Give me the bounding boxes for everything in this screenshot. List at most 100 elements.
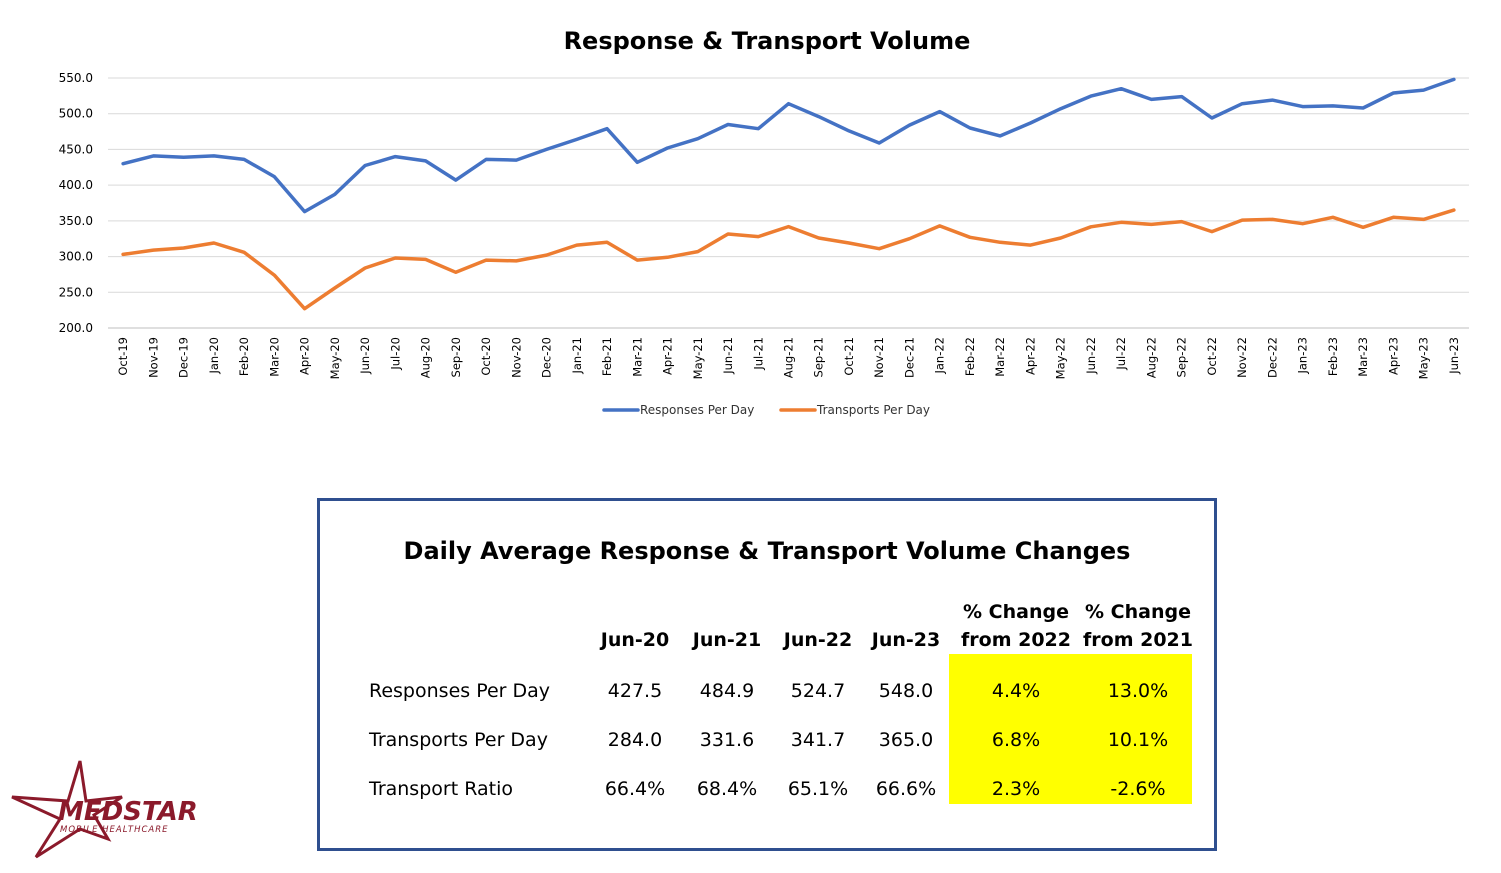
table-cell: 284.0: [607, 729, 663, 751]
change-cell: 13.0%: [1107, 680, 1169, 702]
summary-title: Daily Average Response & Transport Volum…: [403, 537, 1131, 565]
change-cell: 6.8%: [991, 729, 1041, 751]
y-tick-label: 300.0: [59, 250, 93, 264]
x-tick-label: May-23: [1417, 337, 1431, 379]
x-tick-label: Mar-22: [993, 337, 1007, 377]
logo-wordmark: MEDSTAR: [58, 797, 198, 827]
x-tick-label: Jul-21: [751, 337, 765, 371]
x-tick-label: May-21: [691, 337, 705, 379]
y-tick-label: 250.0: [59, 285, 93, 299]
change-cell: 2.3%: [991, 778, 1041, 800]
x-tick-label: Oct-22: [1205, 337, 1219, 376]
table-cell: 68.4%: [696, 778, 758, 800]
x-tick-label: Mar-20: [267, 337, 281, 377]
line-chart: Response & Transport Volume 200.0 250.0 30…: [59, 27, 1469, 417]
y-tick-label: 450.0: [59, 142, 93, 156]
chart-title: Response & Transport Volume: [564, 27, 971, 55]
table-cell: 427.5: [607, 680, 663, 702]
x-tick-label: Jun-21: [721, 337, 735, 375]
x-tick-label: Jul-20: [388, 337, 402, 371]
x-tick-label: Oct-20: [479, 337, 493, 376]
x-tick-label: Apr-20: [298, 337, 312, 375]
x-tick-label: Nov-22: [1235, 337, 1249, 378]
x-tick-label: Oct-21: [842, 337, 856, 376]
table-cell: 66.4%: [604, 778, 666, 800]
medstar-logo: MEDSTAR MOBILE HEALTHCARE: [11, 760, 198, 859]
x-tick-label: Jun-22: [1084, 337, 1098, 375]
x-tick-label: Sep-21: [812, 337, 826, 377]
row-label-responses: Responses Per Day: [369, 680, 551, 702]
x-tick-label: Nov-21: [872, 337, 886, 378]
x-tick-label: Aug-20: [419, 337, 433, 378]
x-tick-label: Jan-22: [933, 337, 947, 375]
x-tick-label: Dec-20: [540, 337, 554, 378]
col-header-jun-23: Jun-23: [871, 629, 941, 651]
x-tick-label: Feb-22: [963, 337, 977, 376]
change-cell: 10.1%: [1107, 729, 1169, 751]
x-tick-label: Dec-21: [902, 337, 916, 378]
y-tick-label: 500.0: [59, 107, 93, 121]
x-tick-label: Feb-23: [1326, 337, 1340, 376]
legend-label: Transports Per Day: [816, 403, 930, 417]
change-cell: 4.4%: [991, 680, 1041, 702]
col-header-jun-20: Jun-20: [600, 629, 670, 651]
legend: Responses Per Day Transports Per Day: [602, 403, 930, 417]
x-tick-label: Jan-20: [207, 337, 221, 375]
table-cell: 524.7: [790, 680, 846, 702]
table-cell: 65.1%: [787, 778, 849, 800]
x-tick-label: Jan-23: [1296, 337, 1310, 375]
y-tick-label: 400.0: [59, 178, 93, 192]
legend-label: Responses Per Day: [640, 403, 754, 417]
x-tick-label: Jun-23: [1447, 337, 1461, 375]
table-cell: 66.6%: [875, 778, 937, 800]
col-header-jun-22: Jun-22: [783, 629, 853, 651]
x-tick-label: Feb-21: [600, 337, 614, 376]
table-cell: 331.6: [699, 729, 755, 751]
x-tick-label: Nov-20: [509, 337, 523, 378]
x-tick-label: Apr-22: [1023, 337, 1037, 375]
summary-table-panel: Daily Average Response & Transport Volum…: [317, 498, 1217, 851]
change-header-2022-line1: % Change: [963, 601, 1069, 623]
change-header-2022-line2: from 2022: [961, 629, 1071, 651]
x-tick-label: Nov-19: [146, 337, 160, 378]
y-tick-label: 550.0: [59, 71, 93, 85]
logo-subtext: MOBILE HEALTHCARE: [60, 825, 169, 835]
table-cell: 484.9: [699, 680, 755, 702]
y-tick-label: 200.0: [59, 321, 93, 335]
x-tick-label: Mar-21: [630, 337, 644, 377]
series-lines: [121, 77, 1456, 311]
x-tick-label: Apr-21: [661, 337, 675, 375]
row-label-transport-ratio: Transport Ratio: [369, 778, 513, 800]
table-cell: 365.0: [878, 729, 934, 751]
y-axis-ticks: 200.0 250.0 300.0 350.0 400.0 450.0 500.0 550.0: [59, 71, 93, 335]
change-cell: -2.6%: [1110, 778, 1166, 800]
y-tick-label: 350.0: [59, 214, 93, 228]
x-tick-label: Aug-22: [1144, 337, 1158, 378]
x-tick-label: Dec-22: [1265, 337, 1279, 378]
logo-star-icon: [11, 760, 123, 859]
x-tick-label: Dec-19: [177, 337, 191, 378]
x-tick-label: Jan-21: [570, 337, 584, 375]
x-tick-label: Sep-20: [449, 337, 463, 377]
gridlines: [108, 77, 1469, 329]
table-cell: 341.7: [790, 729, 846, 751]
x-tick-label: May-22: [1054, 337, 1068, 379]
x-tick-label: Aug-21: [782, 337, 796, 378]
x-tick-label: Sep-22: [1175, 337, 1189, 377]
series-line-transports: [121, 208, 1456, 311]
series-line-responses: [121, 77, 1456, 214]
x-tick-label: Apr-23: [1386, 337, 1400, 375]
x-tick-label: Feb-20: [237, 337, 251, 376]
x-tick-label: Oct-19: [116, 337, 130, 376]
x-tick-label: Jun-20: [358, 337, 372, 375]
x-tick-label: May-20: [328, 337, 342, 379]
row-label-transports: Transports Per Day: [369, 729, 548, 751]
highlight-change-columns: [949, 654, 1192, 804]
change-header-2021-line2: from 2021: [1083, 629, 1193, 651]
x-tick-label: Mar-23: [1356, 337, 1370, 377]
col-header-jun-21: Jun-21: [692, 629, 762, 651]
x-tick-label: Jul-22: [1114, 337, 1128, 371]
x-axis-ticks: Oct-19 Nov-19 Dec-19 Jan-20 Feb-20 Mar-20 Apr-…: [116, 337, 1461, 379]
change-header-2021-line1: % Change: [1085, 601, 1191, 623]
table-cell: 548.0: [878, 680, 934, 702]
